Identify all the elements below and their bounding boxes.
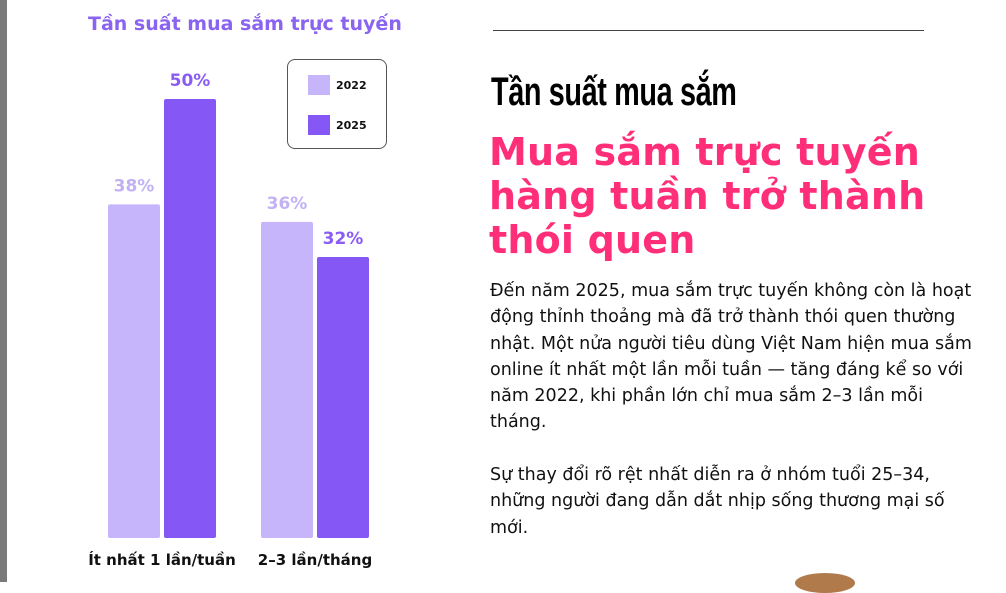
bar-chart: 38% 50% Ít nhất 1 lần/tuần 36% 32% 2–3 lần/th…	[88, 71, 372, 569]
bar-value-label: 32%	[323, 229, 364, 249]
legend-swatch-2022	[308, 75, 330, 95]
bar-2022-1	[108, 204, 160, 539]
bar-value-label: 36%	[267, 194, 308, 214]
chart-legend: 2022 2025	[287, 59, 387, 149]
bar-2025-1	[164, 99, 216, 538]
bar-value-label: 50%	[170, 71, 211, 91]
body-paragraph-1: Đến năm 2025, mua sắm trực tuyến không c…	[490, 278, 975, 541]
top-divider	[493, 30, 924, 31]
category-label: Ít nhất 1 lần/tuần	[88, 550, 236, 569]
paragraph-2-text: Sự thay đổi rõ rệt nhất diễn ra ở nhóm t…	[490, 465, 945, 538]
left-edge-strip	[0, 0, 7, 582]
decorative-shape	[795, 573, 855, 593]
bar-2022-2	[261, 221, 313, 539]
bar-2025-2	[317, 257, 369, 538]
bar-value-label: 38%	[114, 176, 155, 196]
paragraph-1-text: Đến năm 2025, mua sắm trực tuyến không c…	[490, 281, 972, 433]
legend-swatch-2025	[308, 115, 330, 135]
chart-title: Tần suất mua sắm trực tuyến	[88, 13, 402, 35]
headline: Mua sắm trực tuyến hàng tuần trở thành t…	[489, 130, 926, 262]
legend-label-2022: 2022	[336, 78, 367, 92]
legend-label-2025: 2025	[336, 118, 367, 132]
legend-item-2022: 2022	[308, 75, 367, 95]
legend-item-2025: 2025	[308, 115, 367, 135]
section-title: Tần suất mua sắm	[491, 70, 737, 114]
category-label: 2–3 lần/tháng	[258, 551, 372, 569]
